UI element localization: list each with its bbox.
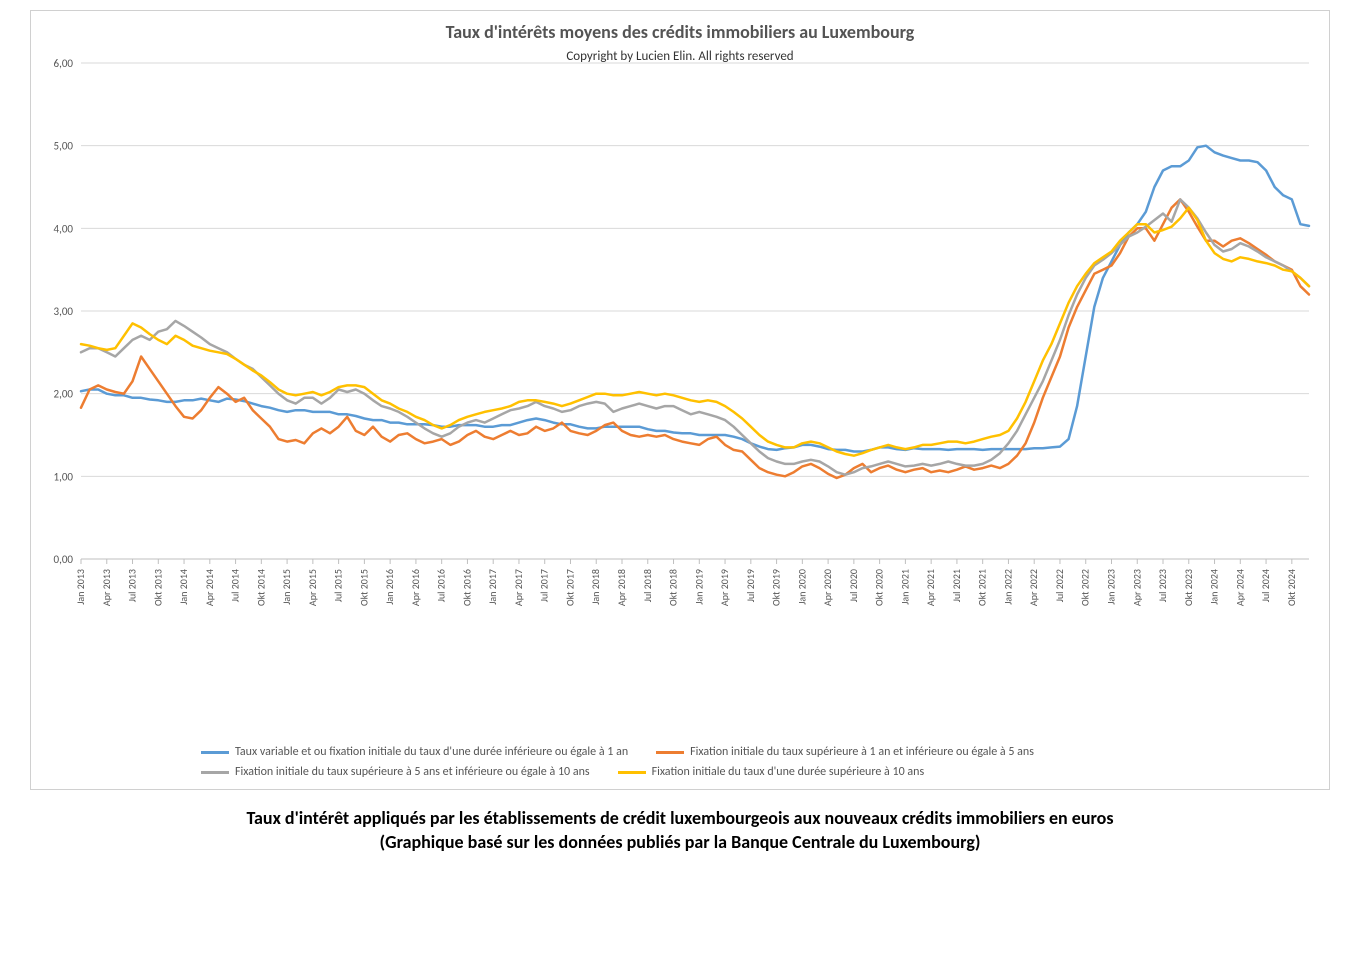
svg-text:Apr 2013: Apr 2013 xyxy=(100,569,113,606)
legend-item-variable_1y: Taux variable et ou fixation initiale du… xyxy=(201,745,628,759)
legend-swatch xyxy=(656,751,684,754)
svg-text:Jul 2022: Jul 2022 xyxy=(1053,569,1066,602)
svg-text:Jan 2023: Jan 2023 xyxy=(1104,569,1117,605)
svg-text:Apr 2015: Apr 2015 xyxy=(306,569,319,606)
legend-label: Taux variable et ou fixation initiale du… xyxy=(235,745,628,759)
legend-item-fix_5_10: Fixation initiale du taux supérieure à 5… xyxy=(201,765,590,779)
svg-text:Okt 2013: Okt 2013 xyxy=(151,569,164,606)
svg-text:Apr 2023: Apr 2023 xyxy=(1130,569,1143,606)
svg-text:0,00: 0,00 xyxy=(54,553,74,566)
svg-text:Apr 2021: Apr 2021 xyxy=(924,569,937,606)
svg-text:2,00: 2,00 xyxy=(54,388,74,401)
svg-text:Jan 2020: Jan 2020 xyxy=(795,569,808,605)
svg-text:Jul 2018: Jul 2018 xyxy=(641,569,654,602)
chart-caption: Taux d'intérêt appliqués par les établis… xyxy=(20,806,1340,855)
svg-text:Okt 2022: Okt 2022 xyxy=(1079,569,1092,606)
svg-text:Jan 2014: Jan 2014 xyxy=(177,569,190,605)
legend-item-fix_1_5: Fixation initiale du taux supérieure à 1… xyxy=(656,745,1034,759)
plot-area: 0,001,002,003,004,005,006,00Jan 2013Apr … xyxy=(81,63,1309,639)
svg-text:Jul 2017: Jul 2017 xyxy=(538,569,551,602)
svg-text:Apr 2019: Apr 2019 xyxy=(718,569,731,606)
caption-line-1: Taux d'intérêt appliqués par les établis… xyxy=(20,806,1340,830)
svg-text:Jul 2019: Jul 2019 xyxy=(744,569,757,602)
svg-text:Apr 2017: Apr 2017 xyxy=(512,569,525,606)
legend-label: Fixation initiale du taux d'une durée su… xyxy=(652,765,925,779)
svg-text:1,00: 1,00 xyxy=(54,470,74,483)
svg-text:Jul 2024: Jul 2024 xyxy=(1259,569,1272,602)
svg-text:Apr 2020: Apr 2020 xyxy=(821,569,834,606)
svg-text:Okt 2019: Okt 2019 xyxy=(770,569,783,606)
caption-line-2: (Graphique basé sur les données publiés … xyxy=(20,830,1340,854)
svg-text:Okt 2017: Okt 2017 xyxy=(563,569,576,606)
svg-text:Apr 2016: Apr 2016 xyxy=(409,569,422,606)
svg-text:3,00: 3,00 xyxy=(54,305,74,318)
legend-item-fix_10: Fixation initiale du taux d'une durée su… xyxy=(618,765,925,779)
svg-text:Okt 2016: Okt 2016 xyxy=(460,569,473,606)
svg-text:Jul 2021: Jul 2021 xyxy=(950,569,963,602)
plot-svg: 0,001,002,003,004,005,006,00Jan 2013Apr … xyxy=(81,63,1309,639)
svg-text:Jul 2023: Jul 2023 xyxy=(1156,569,1169,602)
legend-swatch xyxy=(201,751,229,754)
legend: Taux variable et ou fixation initiale du… xyxy=(201,745,1229,779)
page: Taux d'intérêts moyens des crédits immob… xyxy=(0,0,1360,961)
svg-text:Jul 2014: Jul 2014 xyxy=(229,569,242,602)
svg-text:Jan 2015: Jan 2015 xyxy=(280,569,293,605)
svg-text:5,00: 5,00 xyxy=(54,140,74,153)
svg-text:Jul 2016: Jul 2016 xyxy=(435,569,448,602)
svg-text:Jan 2021: Jan 2021 xyxy=(898,569,911,605)
legend-label: Fixation initiale du taux supérieure à 1… xyxy=(690,745,1034,759)
svg-text:Apr 2018: Apr 2018 xyxy=(615,569,628,606)
svg-text:Okt 2024: Okt 2024 xyxy=(1285,569,1298,606)
legend-swatch xyxy=(618,771,646,774)
series-variable_1y xyxy=(81,146,1309,452)
chart-container: Taux d'intérêts moyens des crédits immob… xyxy=(30,10,1330,790)
svg-text:Okt 2015: Okt 2015 xyxy=(357,569,370,606)
svg-text:Apr 2022: Apr 2022 xyxy=(1027,569,1040,606)
svg-text:Okt 2021: Okt 2021 xyxy=(976,569,989,606)
svg-text:Okt 2014: Okt 2014 xyxy=(254,569,267,606)
svg-text:Jan 2017: Jan 2017 xyxy=(486,569,499,605)
chart-title: Taux d'intérêts moyens des crédits immob… xyxy=(31,21,1329,43)
svg-text:Okt 2023: Okt 2023 xyxy=(1182,569,1195,606)
svg-text:Jan 2022: Jan 2022 xyxy=(1001,569,1014,605)
svg-text:Apr 2014: Apr 2014 xyxy=(203,569,216,606)
svg-text:6,00: 6,00 xyxy=(54,57,74,70)
legend-label: Fixation initiale du taux supérieure à 5… xyxy=(235,765,590,779)
legend-swatch xyxy=(201,771,229,774)
svg-text:Jan 2019: Jan 2019 xyxy=(692,569,705,605)
svg-text:Jan 2013: Jan 2013 xyxy=(74,569,87,605)
svg-text:Okt 2020: Okt 2020 xyxy=(873,569,886,606)
svg-text:Jan 2016: Jan 2016 xyxy=(383,569,396,605)
svg-text:Apr 2024: Apr 2024 xyxy=(1233,569,1246,606)
svg-text:Jul 2015: Jul 2015 xyxy=(332,569,345,602)
svg-text:4,00: 4,00 xyxy=(54,222,74,235)
svg-text:Okt 2018: Okt 2018 xyxy=(667,569,680,606)
svg-text:Jul 2020: Jul 2020 xyxy=(847,569,860,602)
svg-text:Jan 2024: Jan 2024 xyxy=(1208,569,1221,605)
svg-text:Jul 2013: Jul 2013 xyxy=(126,569,139,602)
chart-subtitle: Copyright by Lucien Elin. All rights res… xyxy=(31,49,1329,64)
svg-text:Jan 2018: Jan 2018 xyxy=(589,569,602,605)
